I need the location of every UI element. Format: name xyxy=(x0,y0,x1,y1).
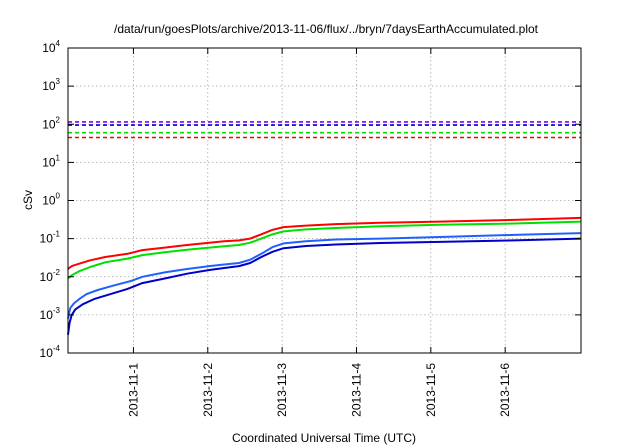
x-tick-label: 2013-11-3 xyxy=(275,363,289,417)
x-axis-label: Coordinated Universal Time (UTC) xyxy=(232,431,416,445)
y-tick-label: 100 xyxy=(42,192,60,208)
y-tick-label: 104 xyxy=(42,39,60,55)
y-tick-label: 10-2 xyxy=(40,268,61,284)
grid xyxy=(68,48,581,353)
y-tick-label: 10-3 xyxy=(40,306,61,322)
x-tick-label: 2013-11-1 xyxy=(126,363,140,417)
y-tick-label: 101 xyxy=(42,153,60,169)
x-tick-label: 2013-11-4 xyxy=(349,363,363,417)
series-line xyxy=(67,216,582,270)
series-line xyxy=(67,237,582,335)
y-tick-label: 10-1 xyxy=(40,230,61,246)
y-tick-label: 102 xyxy=(42,115,60,131)
x-tick-label: 2013-11-2 xyxy=(201,363,215,417)
y-tick-label: 103 xyxy=(42,77,60,93)
chart-title: /data/run/goesPlots/archive/2013-11-06/f… xyxy=(114,22,539,36)
series-layer xyxy=(67,121,582,335)
ticks: 10-4 10-3 10-2 10-1 100 101 102 103 104 2013-11-1… xyxy=(40,39,581,417)
y-axis-label: cSv xyxy=(21,190,35,210)
x-tick-label: 2013-11-5 xyxy=(424,363,438,417)
series-line xyxy=(67,232,582,319)
series-line xyxy=(67,220,582,280)
y-tick-label: 10-4 xyxy=(40,344,61,360)
x-tick-label: 2013-11-6 xyxy=(498,363,512,417)
